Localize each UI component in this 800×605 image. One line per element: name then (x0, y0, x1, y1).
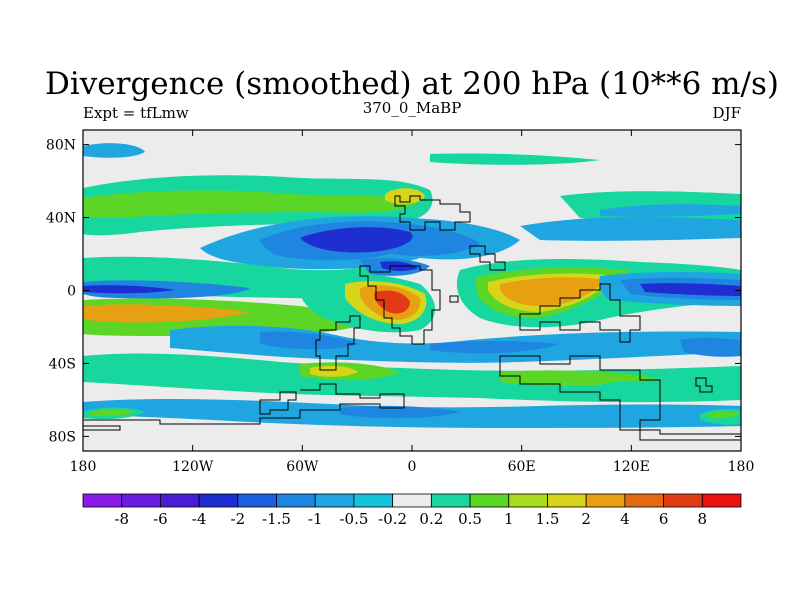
contour-blue-arctic (83, 143, 145, 158)
coastline-antarctica-east (499, 355, 741, 441)
colorbar-label: -1 (308, 510, 323, 528)
contour-yellowgreen-antarctic-west (90, 409, 135, 417)
colorbar-swatch (508, 493, 548, 508)
colorbar-swatch (314, 493, 355, 508)
colorbar-label: -8 (114, 510, 129, 528)
coastline-north-islands (469, 245, 506, 271)
contour-green-south-midlat (83, 353, 741, 403)
contour-lightblue-pacific-north (520, 217, 741, 241)
colorbar-label: 1.5 (536, 510, 560, 528)
coastline-east-pacific-island (695, 377, 713, 393)
colorbar-swatch (121, 493, 161, 508)
colorbar-swatch (237, 493, 277, 508)
lat-tick-label: 0 (67, 284, 76, 300)
lat-tick-label: 80S (49, 429, 76, 445)
colorbar-swatch (160, 493, 200, 508)
colorbar-swatch (430, 493, 471, 508)
coastline-north-continent (394, 195, 471, 231)
lon-tick-label: 60W (286, 459, 319, 475)
contour-blue-south-indian (430, 341, 560, 354)
contour-yellowgreen-antarctic-east (708, 411, 740, 419)
contour-darkblue-north-core (300, 227, 413, 253)
colorbar-label: -0.5 (339, 510, 368, 528)
colorbar-label: -6 (153, 510, 168, 528)
lat-tick-label: 80N (46, 138, 76, 154)
lat-tick-label: 40S (49, 356, 76, 372)
experiment-label: Expt = tfLmw (83, 104, 189, 122)
map-plot-area (83, 130, 741, 451)
colorbar-label: 0.2 (419, 510, 443, 528)
colorbar-label: 6 (659, 510, 669, 528)
colorbar: -8 -6 -4 -2 -1.5 -1 -0.5 -0.2 0.2 0.5 1 1.5 2 4 6 8 (82, 493, 742, 528)
longitude-axis: 180 120W 60W 0 60E 120E 180 (70, 130, 755, 475)
latitude-axis: 80N 40N 0 40S 80S (46, 138, 741, 445)
lon-tick-label: 60E (508, 459, 536, 475)
map-title: Divergence (smoothed) at 200 hPa (10**6 … (45, 66, 779, 102)
coastline-africa (359, 265, 441, 345)
contour-blue-south-pacific (680, 337, 741, 357)
colorbar-swatch (276, 493, 316, 508)
colorbar-swatch (547, 493, 587, 508)
contour-darkblue-pacific-equator (640, 283, 741, 296)
contour-yellowgreen-north (83, 190, 420, 218)
coastline-antarctica-west (83, 383, 405, 431)
lon-tick-label: 180 (728, 459, 755, 475)
colorbar-label: 4 (620, 510, 630, 528)
contour-green-south-pacific (600, 381, 700, 397)
colorbar-swatch (701, 493, 742, 508)
contour-fill-layer (83, 143, 741, 428)
colorbar-label: -0.2 (378, 510, 407, 528)
season-label: DJF (713, 104, 741, 122)
colorbar-label: 8 (698, 510, 708, 528)
coastline-small-island-1 (449, 295, 459, 303)
coastline-south-peninsula (259, 391, 297, 415)
contour-yellow-south-spot (310, 365, 358, 377)
coastline-south-america (315, 315, 361, 371)
colorbar-label: 1 (504, 510, 514, 528)
lon-tick-label: 120E (613, 459, 650, 475)
colorbar-label: 2 (581, 510, 591, 528)
colorbar-swatch (624, 493, 664, 508)
contour-blue-southern-ocean (340, 405, 460, 419)
contour-darkblue-equator-west (83, 285, 175, 294)
coastline-layer (83, 195, 741, 441)
colorbar-swatch (82, 493, 123, 508)
contour-green-arctic-east (430, 153, 600, 165)
lat-tick-label: 40N (46, 211, 76, 227)
lon-tick-label: 120W (172, 459, 214, 475)
contour-orange-indian-ocean (500, 277, 605, 306)
colorbar-swatch (353, 493, 394, 508)
colorbar-label: -1.5 (262, 510, 291, 528)
colorbar-swatch (198, 493, 239, 508)
colorbar-swatch (663, 493, 703, 508)
colorbar-label: 0.5 (458, 510, 482, 528)
colorbar-swatch (392, 493, 432, 508)
contour-red-atlantic-core (374, 290, 410, 314)
period-label: 370_0_MaBP (363, 99, 462, 117)
contour-orange-south-tropics (83, 304, 250, 323)
coastline-india-australia (519, 283, 641, 343)
lon-tick-label: 180 (70, 459, 97, 475)
colorbar-label: -2 (231, 510, 246, 528)
colorbar-swatch (469, 493, 510, 508)
colorbar-swatch (585, 493, 626, 508)
colorbar-label: -4 (192, 510, 207, 528)
lon-tick-label: 0 (408, 459, 417, 475)
contour-blue-south-band (260, 331, 360, 350)
contour-blue-north-tongue (600, 204, 741, 217)
